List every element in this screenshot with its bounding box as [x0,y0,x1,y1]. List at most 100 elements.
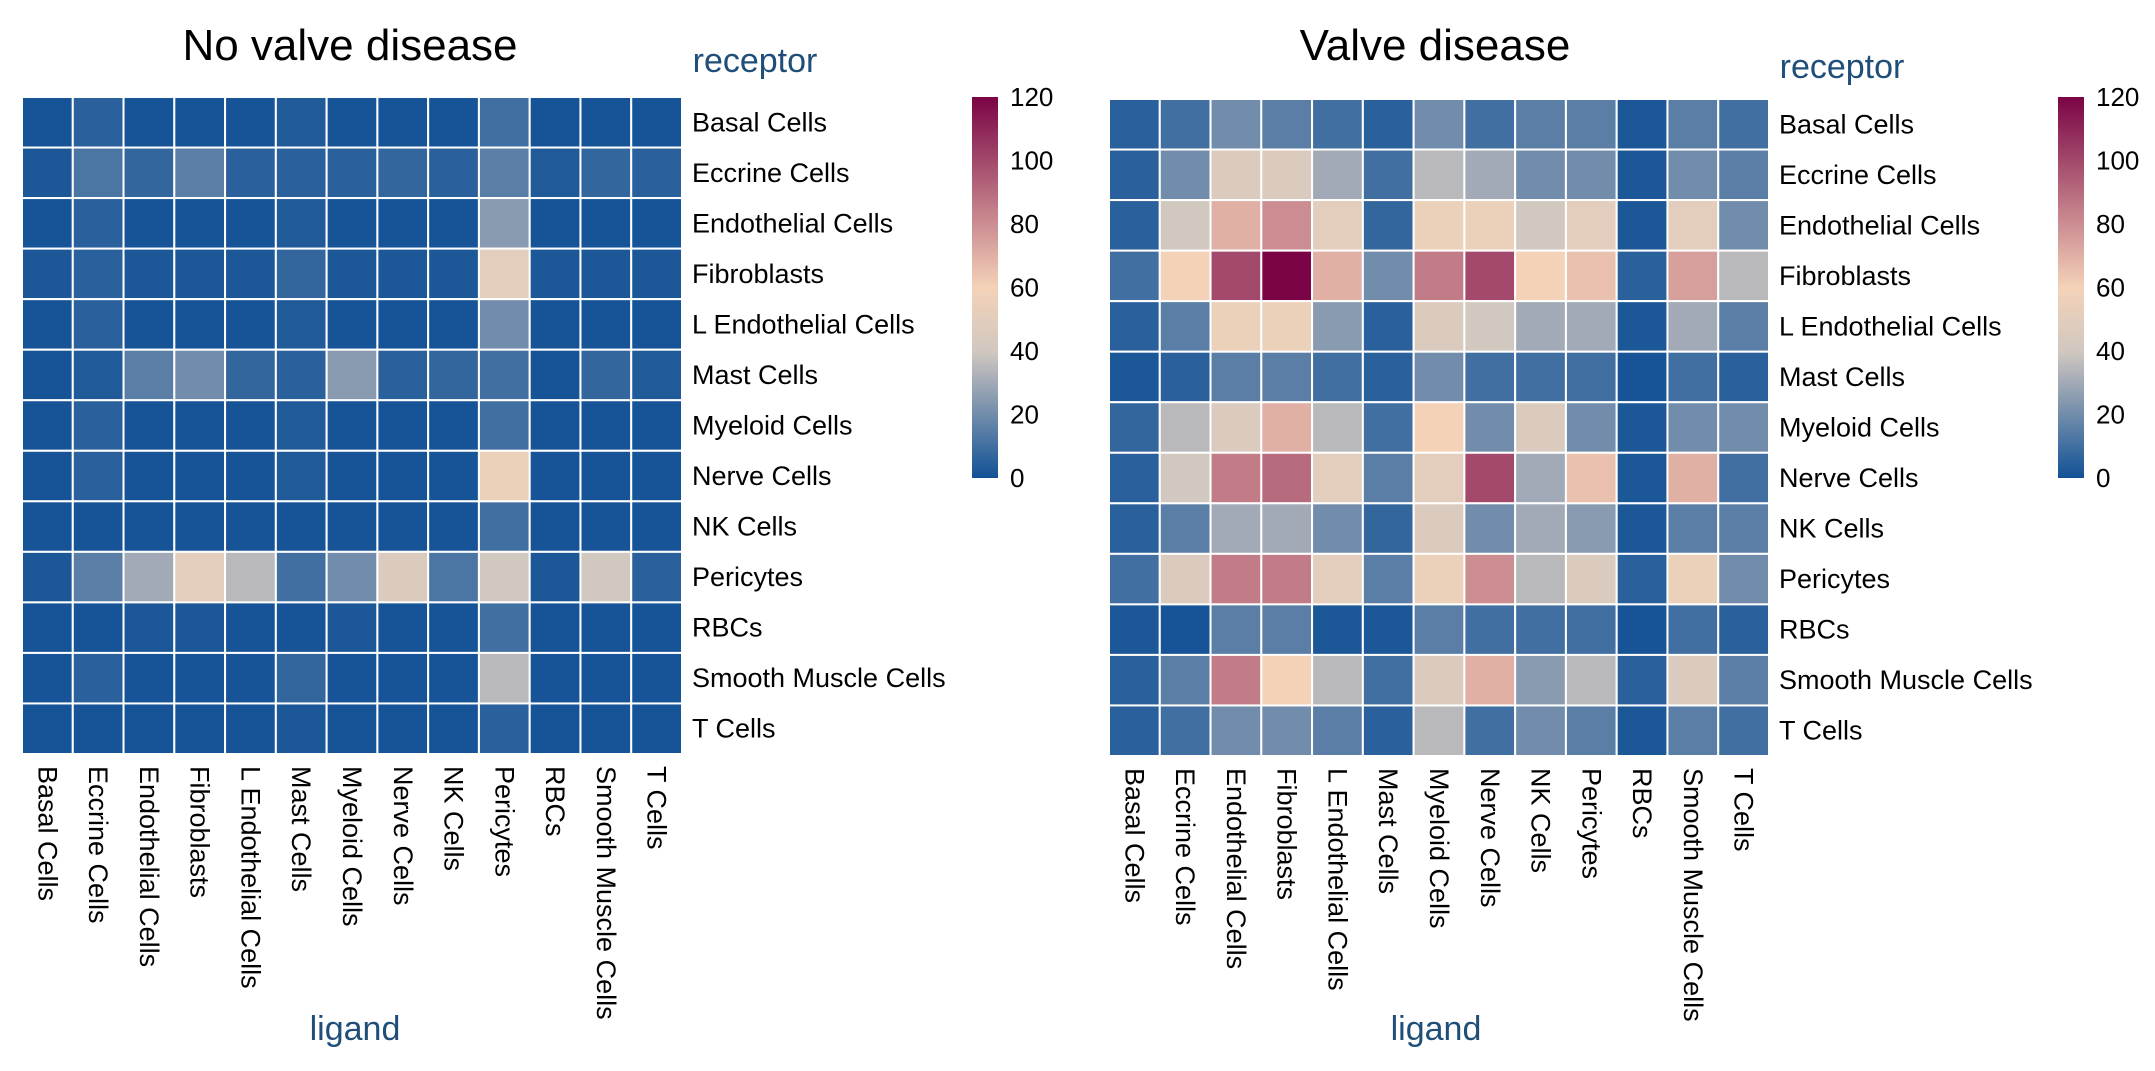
heatmap-cell [71,550,125,604]
heatmap-cell [122,146,176,200]
heatmap-cell [1108,148,1161,202]
heatmap-cell [1209,704,1263,758]
heatmap-cell [1564,653,1618,707]
ligand-label: Pericytes [489,766,519,877]
heatmap-cell [173,96,227,149]
ligand-axis-label: ligand [310,1010,401,1048]
heatmap-cell [274,651,328,705]
heatmap-cell [274,500,328,553]
heatmap-cell [528,298,582,351]
heatmap-cell [1463,199,1517,252]
heatmap-cell [1311,552,1364,606]
heatmap-cell [1514,199,1567,252]
heatmap-cell [376,146,430,200]
heatmap-cell [579,550,633,604]
receptor-label: Basal Cells [692,107,827,137]
heatmap-cell [1514,300,1567,353]
colorbar-tick-label: 60 [1010,273,1039,303]
heatmap-cell [71,449,125,503]
heatmap-cell [630,197,683,250]
heatmap-cell [528,500,582,553]
heatmap-cell [1209,98,1263,151]
heatmap-cell [224,197,277,250]
heatmap-cell [224,399,277,452]
heatmap-cell [1311,704,1364,758]
receptor-label: Fibroblasts [692,259,824,289]
receptor-label: Mast Cells [692,360,818,390]
heatmap-cell [528,550,582,604]
receptor-label: NK Cells [692,512,797,542]
heatmap-cell [325,96,379,149]
receptor-axis-label: receptor [1780,48,1905,86]
heatmap-cell [1412,350,1466,404]
heatmap-cell [427,247,480,301]
heatmap-cell [579,651,633,705]
heatmap-cell [1564,98,1618,151]
heatmap-cell [1412,300,1466,353]
receptor-label: Fibroblasts [1779,261,1911,291]
heatmap-cell [1108,350,1161,404]
heatmap-cell [1717,653,1770,707]
heatmap-cell [1361,451,1415,505]
receptor-label: RBCs [1779,615,1850,645]
heatmap-cell [630,702,683,756]
heatmap-cell [1209,653,1263,707]
heatmap-cell [1260,502,1314,555]
heatmap-cell [579,247,633,301]
colorbar: 0 20 40 60 80 100 120 [2058,82,2139,493]
colorbar-tick-label: 20 [2096,400,2125,430]
heatmap-cell [630,96,683,149]
heatmap-cell [427,96,480,149]
heatmap-cell [122,449,176,503]
heatmap-cell [1260,98,1314,151]
heatmap-cell [1463,451,1517,505]
heatmap-cell [71,298,125,351]
heatmap-cell [1666,704,1720,758]
heatmap-cell [1463,552,1517,606]
heatmap-cell [1717,401,1770,454]
heatmap-cell [1108,249,1161,303]
heatmap-cell [173,399,227,452]
heatmap-cell [579,96,633,149]
ligand-label: RBCs [540,766,570,837]
heatmap-cell [224,601,277,654]
heatmap-cell [579,500,633,553]
heatmap-cell [122,348,176,402]
heatmap-cell [1615,300,1669,353]
colorbar-tick-label: 40 [2096,336,2125,366]
colorbar-tick-label: 100 [2096,146,2139,176]
heatmap-cell [376,348,430,402]
heatmap-cell [1158,199,1212,252]
heatmap-cell [1108,401,1161,454]
heatmap-cell [1514,451,1567,505]
heatmap-cell [71,702,125,756]
heatmap-cell [21,197,74,250]
heatmap-cell [1108,98,1161,151]
heatmap-cell [630,651,683,705]
heatmap-cell [427,601,480,654]
heatmap-cell [1158,249,1212,303]
heatmap-cell [1209,552,1263,606]
heatmap-cell [224,702,277,756]
heatmap-cell [1615,451,1669,505]
heatmap-cell [427,550,480,604]
heatmap-cell [122,651,176,705]
heatmap-cell [1717,148,1770,202]
ligand-label: Smooth Muscle Cells [591,766,621,1020]
heatmap-cell [427,651,480,705]
receptor-label: Myeloid Cells [692,411,853,441]
heatmap-cell [477,500,531,553]
heatmap-cell [1311,653,1364,707]
heatmap-cell [1108,451,1161,505]
heatmap-cell [1463,148,1517,202]
heatmap-cell [224,449,277,503]
heatmap-cell [122,601,176,654]
ligand-label: Smooth Muscle Cells [1678,768,1708,1022]
receptor-label: Basal Cells [1779,109,1914,139]
heatmap-cell [1717,502,1770,555]
heatmap-cell [630,449,683,503]
heatmap-cell [477,247,531,301]
heatmap-cell [1311,603,1364,656]
ligand-label: Eccrine Cells [1170,768,1200,926]
receptor-label: Pericytes [692,562,803,592]
